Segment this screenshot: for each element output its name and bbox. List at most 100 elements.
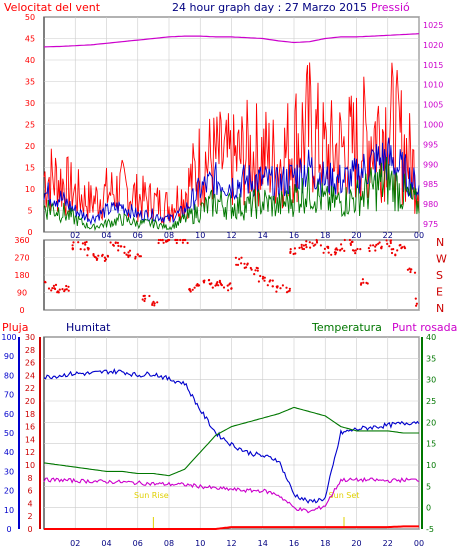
direction-point: [117, 244, 120, 247]
direction-tick-label: 360: [14, 236, 29, 245]
direction-point: [86, 254, 89, 257]
temperature-tick-label: 25: [426, 397, 436, 406]
direction-point: [202, 281, 206, 284]
time-tick-label: 06: [133, 231, 143, 240]
direction-point: [52, 284, 56, 287]
direction-letter: N: [436, 236, 444, 249]
wind-time-axis: 02 04 06 08 10 12 14 16 18 20 22 00: [70, 231, 424, 240]
direction-tick-label: 180: [14, 271, 29, 280]
direction-point: [354, 249, 357, 252]
wind-speed-tick-label: 45: [25, 35, 35, 44]
humidity-axis: 0 10 20 30 40 50 60 70 80 90 100: [1, 333, 16, 534]
direction-point: [157, 238, 160, 242]
direction-point: [240, 262, 243, 265]
time-tick-label: 22: [383, 231, 393, 240]
direction-point: [156, 301, 159, 304]
temperature-tick-label: 30: [426, 376, 436, 385]
pressure-tick-label: 985: [423, 180, 438, 189]
direction-point: [261, 275, 265, 278]
time-tick-label: 18: [320, 231, 330, 240]
temperature-tick-label: 5: [426, 482, 431, 491]
direction-point: [353, 249, 356, 252]
direction-point: [385, 239, 388, 242]
direction-point: [263, 276, 266, 279]
direction-point: [153, 302, 156, 305]
direction-point: [54, 283, 58, 286]
direction-point: [109, 241, 112, 244]
temperature-tick-label: -5: [426, 525, 434, 534]
direction-point: [336, 248, 339, 251]
direction-point: [186, 241, 189, 245]
direction-point: [117, 249, 120, 252]
direction-point: [275, 290, 278, 293]
rain-tick-label: 8: [27, 474, 32, 483]
direction-point: [372, 244, 375, 247]
time-tick-label: 14: [258, 539, 268, 548]
direction-point: [319, 244, 322, 247]
direction-letter: E: [436, 286, 443, 299]
direction-point: [216, 281, 219, 284]
rain-tick-label: 22: [25, 384, 35, 393]
direction-point: [380, 246, 383, 249]
direction-point: [367, 247, 370, 250]
direction-point: [289, 248, 292, 251]
dewpoint-axis-label: Punt rosada: [392, 321, 457, 334]
temperature-axis-label: Temperatura: [311, 321, 382, 334]
time-tick-label: 16: [289, 539, 299, 548]
direction-point: [390, 248, 393, 251]
pressure-tick-label: 1020: [423, 41, 443, 50]
temperature-humidity-series: [43, 367, 420, 530]
wind-direction-points: [43, 238, 418, 307]
sunrise-label: Sun Rise: [134, 491, 169, 500]
direction-point: [257, 280, 260, 283]
wind-speed-tick-label: 10: [25, 185, 35, 194]
direction-point: [362, 281, 365, 284]
direction-point: [175, 241, 178, 245]
direction-point: [188, 288, 191, 291]
direction-point: [374, 249, 377, 252]
direction-point: [312, 244, 315, 247]
direction-point: [408, 267, 411, 270]
direction-point: [293, 247, 296, 250]
direction-point: [309, 246, 312, 249]
direction-point: [259, 274, 262, 278]
direction-letter: N: [436, 302, 444, 315]
rain-tick-label: 2: [27, 512, 32, 521]
pressure-tick-label: 1000: [423, 121, 443, 130]
rain-tick-label: 26: [25, 359, 35, 368]
wind-pressure-series: [43, 33, 420, 232]
direction-point: [414, 297, 417, 300]
direction-point: [144, 297, 147, 300]
direction-point: [305, 246, 308, 249]
direction-point: [386, 242, 389, 245]
direction-point: [269, 279, 272, 282]
direction-point: [167, 238, 170, 242]
direction-point: [410, 268, 413, 271]
time-tick-label: 08: [164, 231, 174, 240]
direction-point: [57, 291, 60, 294]
direction-point: [308, 241, 311, 244]
rain-tick-label: 0: [27, 525, 32, 534]
temperature-tick-label: 20: [426, 418, 436, 427]
direction-point: [322, 251, 325, 254]
humidity-tick-label: 90: [4, 352, 14, 361]
direction-point: [271, 285, 274, 288]
rain-tick-label: 10: [25, 461, 35, 470]
direction-point: [51, 287, 54, 290]
direction-point: [315, 239, 318, 242]
direction-point: [255, 266, 258, 269]
direction-point: [141, 298, 144, 301]
direction-point: [229, 282, 232, 285]
direction-point: [203, 279, 206, 282]
direction-point: [47, 287, 51, 290]
wind-speed-axis: 0 5 10 15 20 25 30 35 40 45 50: [25, 13, 35, 237]
direction-point: [61, 288, 64, 291]
wind-speed-tick-label: 0: [27, 228, 32, 237]
direction-point: [389, 239, 393, 242]
direction-point: [67, 285, 70, 288]
time-tick-label: 14: [258, 231, 268, 240]
temperature-time-axis: 02 04 06 08 10 12 14 16 18 20 22 00: [70, 539, 424, 548]
direction-point: [97, 254, 100, 257]
